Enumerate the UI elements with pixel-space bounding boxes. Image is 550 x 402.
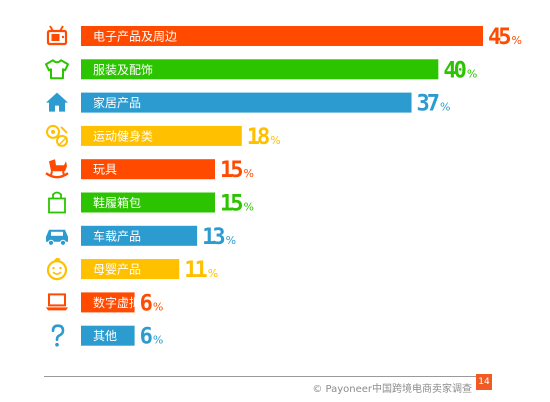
bar-value-label: 45% (488, 25, 522, 50)
bar (81, 192, 215, 213)
bar (81, 225, 198, 246)
bar-value-label: 37% (417, 92, 451, 117)
bar (81, 292, 135, 313)
bar-category-label: 玩具 (93, 163, 117, 177)
bar (81, 26, 483, 46)
bar-category-label: 电子产品及周边 (93, 30, 177, 44)
bar (81, 159, 215, 180)
laptop-icon (46, 293, 68, 311)
bar-category-label: 数字虚拟产品 (93, 295, 165, 310)
bar-category-label: 鞋履箱包 (93, 195, 141, 210)
tv-icon (46, 25, 68, 46)
question-mark-icon (51, 324, 65, 347)
bar-category-label: 车载产品 (93, 228, 141, 243)
bar-category-label: 服装及配饰 (93, 63, 153, 77)
page-number-badge: 14 (476, 374, 492, 390)
bar-category-label: 运动健身类 (93, 128, 153, 143)
bar-value-label: 18% (247, 125, 281, 150)
footer-divider (44, 376, 476, 377)
bar-value-label: 40% (443, 58, 477, 83)
bar-value-label: 13% (202, 225, 236, 250)
bar-category-label: 母婴产品 (93, 263, 141, 277)
bar-category-label: 其他 (93, 329, 117, 343)
bar-chart: 电子产品及周边 45 % 服装及配饰 40 % 家居产品 37 % 运动健身类 18 % 玩具 15 % 鞋履… (45, 25, 522, 350)
bar (81, 59, 439, 80)
bar (81, 92, 412, 113)
bar-value-label: 15% (220, 192, 254, 217)
baby-face-icon (46, 257, 68, 281)
footer: © Payoneer中国跨境电商卖家调查 14 (44, 374, 494, 396)
shopping-bag-icon (48, 191, 66, 214)
house-icon (46, 92, 68, 112)
bar-value-label: 11% (184, 258, 218, 283)
sports-balls-icon (46, 124, 68, 147)
source-text: © Payoneer中国跨境电商卖家调查 (312, 384, 472, 395)
bar (81, 259, 180, 280)
tshirt-icon (45, 59, 69, 80)
bar-value-label: 15% (220, 158, 254, 183)
bar (81, 325, 135, 346)
car-icon (46, 229, 68, 246)
bar-value-label: 6% (140, 325, 164, 350)
rocking-horse-icon (45, 159, 69, 179)
bar (81, 125, 242, 146)
bar-category-label: 家居产品 (93, 95, 141, 110)
